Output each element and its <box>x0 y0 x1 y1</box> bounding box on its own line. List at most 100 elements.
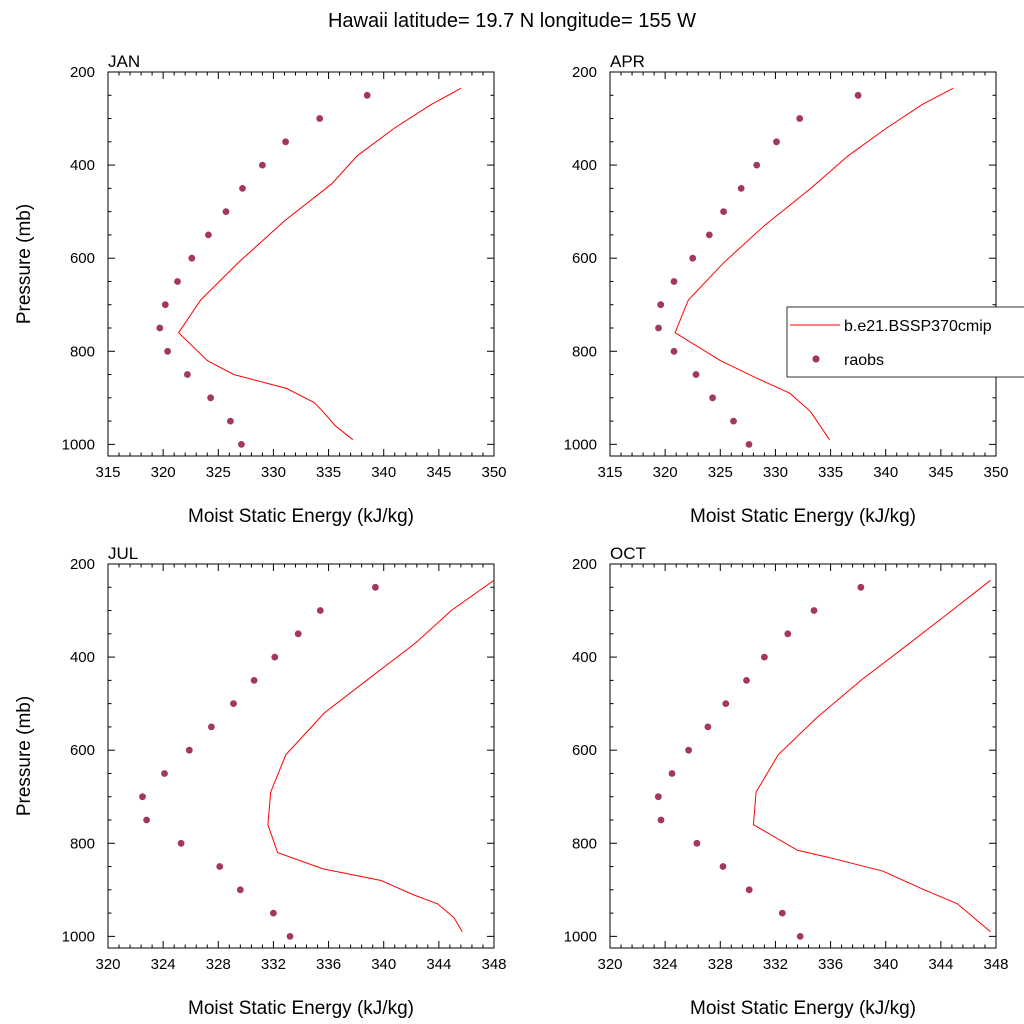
raobs-point <box>693 839 701 847</box>
series-group <box>654 579 991 940</box>
x-tick-label: 335 <box>818 464 843 481</box>
raobs-point <box>174 278 181 285</box>
raobs-point <box>161 301 169 309</box>
x-tick-label: 328 <box>206 956 231 973</box>
raobs-point <box>164 347 172 355</box>
raobs-point <box>239 185 246 192</box>
raobs-point <box>655 324 662 332</box>
x-tick-label: 332 <box>763 956 788 973</box>
raobs-point <box>778 909 786 917</box>
y-tick-label: 400 <box>70 157 95 174</box>
x-tick-label: 350 <box>983 464 1008 481</box>
x-tick-label: 348 <box>481 956 506 973</box>
plot-frame <box>609 71 997 457</box>
raobs-point <box>743 677 750 684</box>
x-tick-label: 336 <box>316 956 341 973</box>
x-tick-label: 320 <box>151 464 176 481</box>
y-tick-label: 200 <box>572 556 597 573</box>
raobs-point <box>270 909 277 917</box>
raobs-point <box>294 630 302 638</box>
raobs-point <box>668 770 676 777</box>
panel-label: OCT <box>610 544 646 563</box>
legend: b.e21.BSSP370cmip raobs <box>786 306 1024 378</box>
raobs-point <box>227 417 234 425</box>
y-tick-label: 800 <box>572 835 597 852</box>
raobs-point <box>286 933 294 940</box>
raobs-point <box>692 371 700 378</box>
raobs-point <box>156 324 164 332</box>
plot-frame <box>107 71 495 457</box>
legend-points-label: raobs <box>844 352 884 369</box>
raobs-point <box>238 441 245 448</box>
raobs-point <box>654 793 662 801</box>
panel-label: APR <box>610 52 645 71</box>
panel-label: JUL <box>108 544 138 563</box>
raobs-point <box>208 723 215 731</box>
x-tick-label: 345 <box>426 464 451 481</box>
raobs-point <box>761 653 768 661</box>
raobs-point <box>363 91 371 99</box>
raobs-point <box>810 607 818 614</box>
x-axis-title: Moist Static Energy (kJ/kg) <box>690 506 916 527</box>
y-tick-label: 800 <box>70 343 95 360</box>
x-tick-label: 340 <box>873 956 898 973</box>
chart-panel-apr: APR 315 320 325 330 335 340 345 350 200 400 600 800 1… <box>564 52 1009 527</box>
raobs-point <box>177 839 185 847</box>
y-tick-label: 400 <box>572 649 597 666</box>
raobs-point <box>689 254 697 262</box>
raobs-point <box>720 208 727 216</box>
raobs-point <box>709 394 716 402</box>
legend-box <box>786 306 1024 378</box>
chart-panel-jan: JAN 315 320 325 330 335 340 345 350 200 400 600 800 1… <box>14 52 507 527</box>
raobs-point <box>705 231 713 239</box>
y-axis-title: Pressure (mb) <box>14 204 35 324</box>
y-tick-label: 200 <box>70 64 95 81</box>
y-tick-label: 400 <box>572 157 597 174</box>
plot-frame <box>107 563 495 949</box>
y-tick-label: 600 <box>70 250 95 267</box>
raobs-point <box>184 371 191 378</box>
y-axis-title: Pressure (mb) <box>14 696 35 816</box>
raobs-point <box>316 607 324 614</box>
series-group <box>156 87 462 448</box>
x-tick-label: 324 <box>653 956 678 973</box>
x-tick-label: 345 <box>928 464 953 481</box>
x-axis-title: Moist Static Energy (kJ/kg) <box>690 998 916 1019</box>
x-tick-label: 344 <box>928 956 953 973</box>
raobs-point <box>161 770 168 777</box>
y-tick-label: 600 <box>572 742 597 759</box>
raobs-point <box>207 394 215 402</box>
raobs-point <box>730 417 737 425</box>
raobs-point <box>796 933 804 940</box>
model-profile-line <box>267 579 494 932</box>
raobs-point <box>670 347 678 355</box>
raobs-point <box>236 886 244 894</box>
y-tick-label: 800 <box>572 343 597 360</box>
y-tick-label: 200 <box>572 64 597 81</box>
y-tick-label: 1000 <box>62 928 95 945</box>
x-tick-label: 340 <box>873 464 898 481</box>
raobs-point <box>773 138 780 146</box>
raobs-point <box>753 161 761 169</box>
raobs-point <box>722 700 730 707</box>
raobs-point <box>737 185 745 192</box>
figure-title: Hawaii latitude= 19.7 N longitude= 155 W <box>328 10 696 32</box>
chart-panel-jul: JUL 320 324 328 332 336 340 344 348 200 400 600 800 1… <box>14 544 507 1019</box>
y-tick-label: 800 <box>70 835 95 852</box>
model-profile-line <box>752 579 991 933</box>
x-tick-label: 350 <box>481 464 506 481</box>
y-tick-label: 600 <box>70 742 95 759</box>
raobs-point <box>745 441 753 448</box>
x-tick-label: 328 <box>708 956 733 973</box>
plot-frame <box>609 563 997 949</box>
x-tick-label: 330 <box>261 464 286 481</box>
raobs-point <box>216 863 224 870</box>
model-profile-line <box>674 87 954 440</box>
raobs-point <box>282 138 289 146</box>
raobs-point <box>143 816 151 824</box>
raobs-point <box>670 278 678 285</box>
chart-panel-oct: OCT 320 324 328 332 336 340 344 348 200 400 600 800 1… <box>564 544 1009 1019</box>
x-tick-label: 336 <box>818 956 843 973</box>
legend-line-label: b.e21.BSSP370cmip <box>844 318 992 335</box>
